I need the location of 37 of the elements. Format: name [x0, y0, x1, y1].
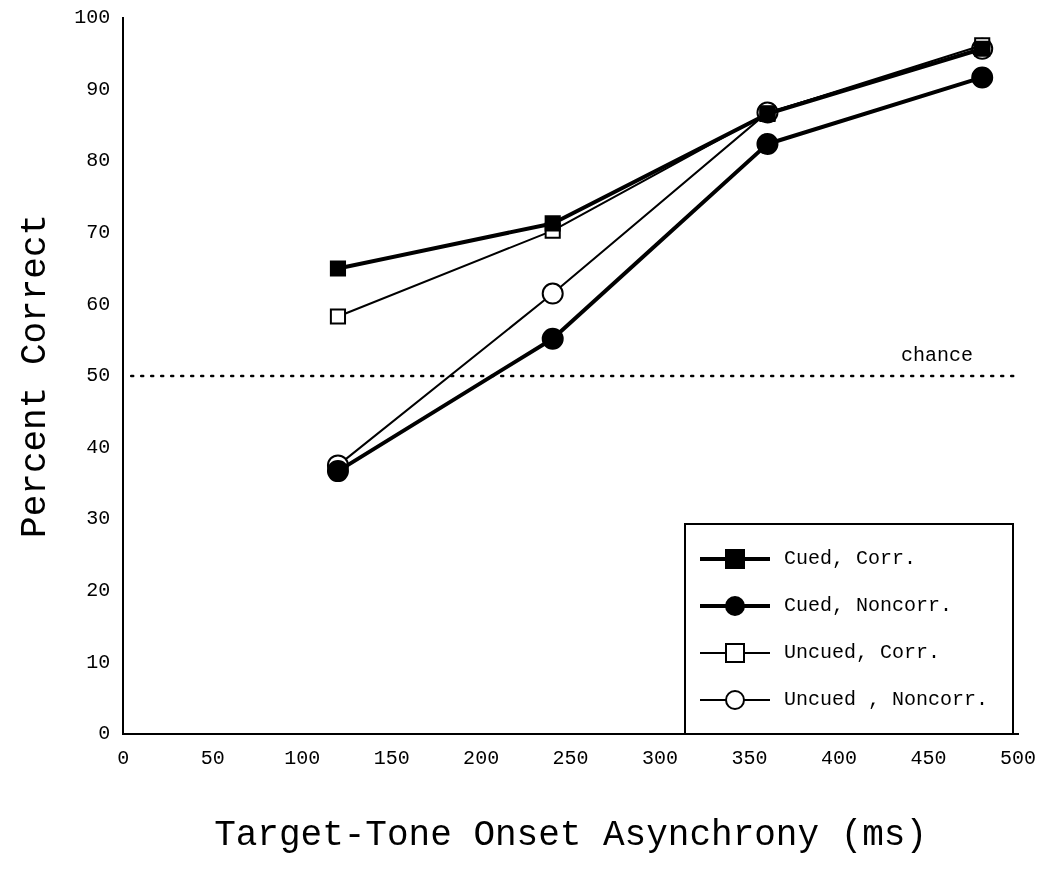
y-axis-title: Percent Correct — [15, 213, 57, 538]
legend-label: Cued, Noncorr. — [783, 594, 952, 617]
y-tick-label: 10 — [86, 650, 111, 674]
point — [544, 215, 561, 232]
x-tick-label: 150 — [373, 747, 410, 771]
y-tick-label: 40 — [86, 435, 111, 459]
point — [541, 327, 564, 350]
y-tick-label: 20 — [86, 578, 111, 602]
legend-label: Uncued , Noncorr. — [783, 688, 988, 711]
point — [971, 66, 994, 89]
x-tick-label: 100 — [284, 747, 321, 771]
x-tick-label: 400 — [821, 747, 858, 771]
x-tick-label: 250 — [552, 747, 589, 771]
x-tick-label: 350 — [731, 747, 768, 771]
point — [541, 282, 564, 305]
y-tick-label: 50 — [86, 364, 111, 388]
legend-label: Uncued, Corr. — [783, 641, 940, 664]
point — [326, 460, 349, 483]
y-tick-label: 80 — [86, 149, 111, 173]
y-tick-label: 0 — [98, 722, 111, 746]
legend-label: Cued, Corr. — [783, 547, 916, 570]
x-tick-label: 300 — [642, 747, 679, 771]
y-tick-label: 30 — [86, 507, 111, 531]
y-tick-label: 100 — [74, 6, 111, 30]
point — [756, 132, 779, 155]
x-axis-title: Target-Tone Onset Asynchrony (ms) — [214, 814, 928, 856]
y-tick-label: 70 — [86, 221, 111, 245]
y-tick-label: 90 — [86, 77, 111, 101]
x-tick-label: 450 — [910, 747, 947, 771]
x-tick-label: 500 — [999, 747, 1037, 771]
y-tick-label: 60 — [86, 292, 111, 316]
x-tick-label: 50 — [200, 747, 225, 771]
ref-line-label: chance — [900, 344, 973, 368]
point — [329, 308, 347, 325]
x-tick-label: 0 — [117, 747, 130, 771]
point — [329, 260, 347, 277]
x-tick-label: 200 — [463, 747, 500, 771]
